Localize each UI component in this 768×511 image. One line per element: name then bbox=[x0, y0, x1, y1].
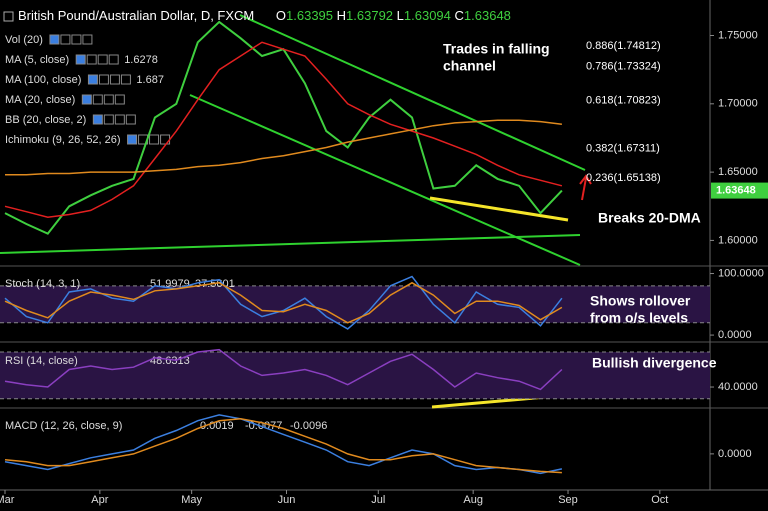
icon bbox=[109, 74, 120, 85]
x-tick-label: Apr bbox=[91, 494, 108, 506]
ohlc-label: H bbox=[337, 8, 346, 23]
annotation: from o/s levels bbox=[590, 310, 688, 326]
pane-title: RSI (14, close) bbox=[5, 355, 78, 367]
ohlc-value: 1.63395 bbox=[286, 8, 333, 23]
icon bbox=[120, 74, 131, 85]
ohlc-value: 1.63094 bbox=[404, 8, 451, 23]
ohlc-value: 1.63648 bbox=[464, 8, 511, 23]
annotation: Bullish divergence bbox=[592, 355, 717, 371]
pane-title: MACD (12, 26, close, 9) bbox=[5, 420, 122, 432]
y-tick-label: 100.0000 bbox=[718, 267, 764, 279]
icon bbox=[82, 34, 93, 45]
y-tick-label: 40.0000 bbox=[718, 381, 758, 393]
fib-label: 0.618(1.70823) bbox=[586, 94, 661, 106]
x-tick-label: Mar bbox=[0, 494, 15, 506]
arrow bbox=[579, 174, 592, 201]
series-line bbox=[4, 348, 563, 391]
icon bbox=[125, 114, 136, 125]
price-tag bbox=[711, 182, 768, 199]
icon bbox=[97, 54, 108, 65]
fib-label: 0.236(1.65138) bbox=[586, 172, 661, 184]
icon bbox=[108, 54, 119, 65]
legend-name: MA (20, close) bbox=[5, 94, 75, 106]
icon bbox=[92, 114, 103, 125]
x-tick-label: Oct bbox=[651, 494, 668, 506]
series-line bbox=[5, 119, 562, 176]
readout: 0.0019 bbox=[200, 420, 234, 432]
y-tick-label: 1.60000 bbox=[718, 234, 758, 246]
series-line bbox=[4, 414, 563, 475]
x-tick-label: Sep bbox=[558, 494, 578, 506]
legend-name: BB (20, close, 2) bbox=[5, 114, 86, 126]
icon bbox=[71, 34, 82, 45]
readout: -0.0096 bbox=[290, 420, 327, 432]
annotation: Shows rollover bbox=[590, 293, 691, 309]
icon bbox=[98, 74, 109, 85]
band bbox=[0, 352, 710, 399]
legend-name: Ichimoku (9, 26, 52, 26) bbox=[5, 134, 121, 146]
readout: -0.0077 bbox=[245, 420, 282, 432]
icon bbox=[3, 11, 14, 22]
header: British Pound/Australian Dollar, D, FXCM… bbox=[18, 8, 511, 23]
legend-value: 1.687 bbox=[136, 74, 164, 86]
icon bbox=[103, 94, 114, 105]
fib-label: 0.886(1.74812) bbox=[586, 40, 661, 52]
series-line bbox=[4, 281, 563, 324]
icon bbox=[127, 134, 138, 145]
ohlc-label: L bbox=[397, 8, 404, 23]
y-tick-label: 0.0000 bbox=[718, 448, 752, 460]
legend-name: Vol (20) bbox=[5, 34, 43, 46]
y-tick-label: 1.70000 bbox=[718, 98, 758, 110]
ohlc-label: C bbox=[455, 8, 464, 23]
legend-name: MA (5, close) bbox=[5, 54, 69, 66]
price-tag-label: 1.63648 bbox=[716, 184, 756, 196]
icon bbox=[92, 94, 103, 105]
support-line bbox=[429, 196, 569, 222]
x-tick-label: Jul bbox=[371, 494, 385, 506]
icon bbox=[49, 34, 60, 45]
pane-title: Stoch (14, 3, 1) bbox=[5, 278, 80, 290]
series-line bbox=[4, 275, 563, 330]
support-line bbox=[0, 234, 581, 254]
icon bbox=[60, 34, 71, 45]
y-tick-label: 1.65000 bbox=[718, 166, 758, 178]
icon bbox=[114, 94, 125, 105]
band bbox=[0, 285, 710, 323]
icon bbox=[75, 54, 86, 65]
icon bbox=[81, 94, 92, 105]
y-tick-label: 0.0000 bbox=[718, 329, 752, 341]
x-tick-label: Aug bbox=[463, 494, 483, 506]
x-tick-label: Jun bbox=[278, 494, 296, 506]
annotation: channel bbox=[443, 58, 496, 74]
icon bbox=[87, 74, 98, 85]
x-tick-label: May bbox=[181, 494, 202, 506]
ohlc-label: O bbox=[276, 8, 286, 23]
icon bbox=[103, 114, 114, 125]
y-tick-label: 1.75000 bbox=[718, 29, 758, 41]
annotation: Breaks 20-DMA bbox=[598, 210, 701, 226]
icon bbox=[114, 114, 125, 125]
symbol: British Pound/Australian Dollar, D, FXCM bbox=[18, 8, 254, 23]
legend-value: 1.6278 bbox=[124, 54, 158, 66]
fib-label: 0.382(1.67311) bbox=[586, 142, 660, 154]
icon bbox=[86, 54, 97, 65]
fib-label: 0.786(1.73324) bbox=[586, 60, 661, 72]
series-line bbox=[4, 418, 562, 474]
annotation: Trades in falling bbox=[443, 41, 550, 57]
icon bbox=[149, 134, 160, 145]
channel-line bbox=[239, 14, 586, 171]
legend-name: MA (100, close) bbox=[5, 74, 81, 86]
ohlc-value: 1.63792 bbox=[346, 8, 393, 23]
series-line bbox=[4, 41, 563, 218]
